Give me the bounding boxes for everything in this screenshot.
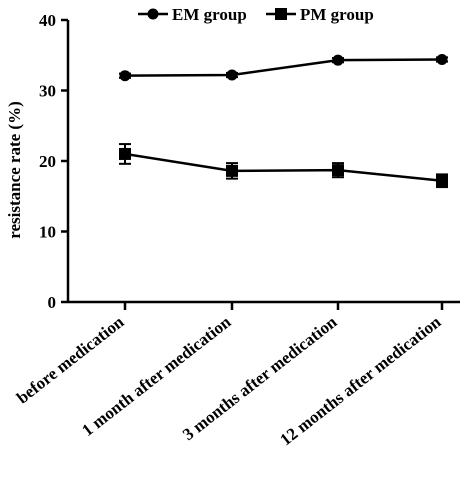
data-point-circle xyxy=(119,70,131,82)
legend-marker-circle xyxy=(147,8,159,20)
series-layer xyxy=(119,53,448,189)
data-point-circle xyxy=(226,69,238,81)
legend: EM group PM group xyxy=(138,5,374,24)
data-point-circle xyxy=(436,53,448,65)
legend-label: PM group xyxy=(300,5,374,24)
data-point-circle xyxy=(332,54,344,66)
data-point-square xyxy=(436,174,448,187)
y-tick-label: 30 xyxy=(39,82,56,101)
legend-label: EM group xyxy=(172,5,247,24)
x-tick-label: before medication xyxy=(13,312,128,408)
series-em xyxy=(119,53,448,82)
data-point-square xyxy=(226,164,238,177)
y-ticks: 0 10 20 30 40 xyxy=(39,11,68,312)
data-point-square xyxy=(119,147,131,160)
y-tick-label: 20 xyxy=(39,152,56,171)
legend-item: EM group xyxy=(138,5,247,24)
series-line xyxy=(124,152,443,182)
data-point-square xyxy=(332,164,344,177)
series-line xyxy=(124,58,443,77)
y-axis-label: resistance rate (%) xyxy=(5,101,24,239)
legend-marker-square xyxy=(275,8,287,20)
legend-item: PM group xyxy=(266,5,374,24)
y-tick-label: 10 xyxy=(39,223,56,242)
y-tick-label: 0 xyxy=(48,293,57,312)
y-tick-label: 40 xyxy=(39,11,56,30)
series-pm xyxy=(119,143,448,189)
